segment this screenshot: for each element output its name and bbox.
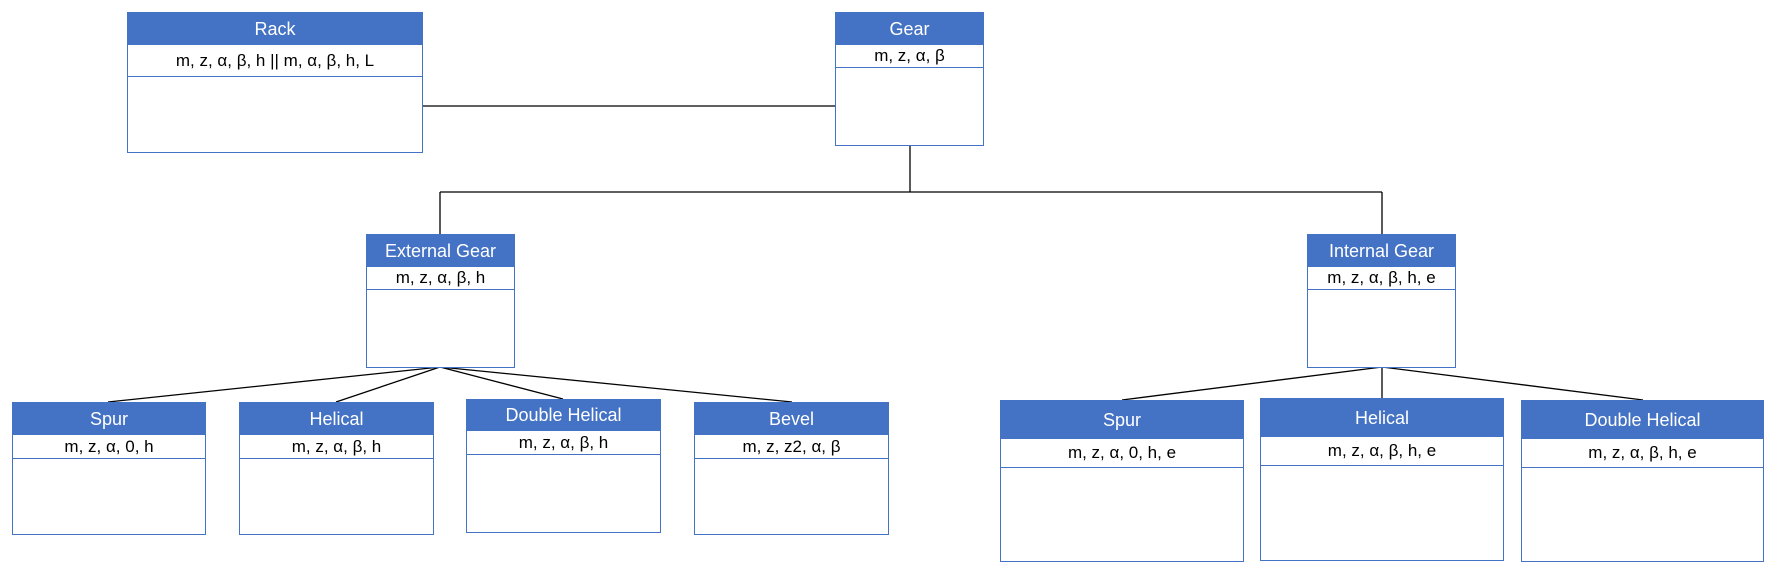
external-bevel-title: Bevel: [695, 403, 888, 435]
connector-external-helical: [335, 366, 441, 403]
internal-spur-title: Spur: [1001, 401, 1243, 439]
connector-internal-double-helical: [1381, 366, 1644, 401]
internal-double-helical-attributes: m, z, α, β, h, e: [1522, 439, 1763, 468]
external-helical-class-box: Helical m, z, α, β, h: [239, 402, 434, 535]
internal-spur-attributes: m, z, α, 0, h, e: [1001, 439, 1243, 468]
internal-spur-class-box: Spur m, z, α, 0, h, e: [1000, 400, 1244, 562]
internal-helical-title: Helical: [1261, 399, 1503, 437]
external-double-helical-class-box: Double Helical m, z, α, β, h: [466, 399, 661, 533]
internal-gear-attributes: m, z, α, β, h, e: [1308, 267, 1455, 290]
rack-attributes: m, z, α, β, h || m, α, β, h, L: [128, 45, 422, 77]
external-spur-class-box: Spur m, z, α, 0, h: [12, 402, 206, 535]
external-bevel-attributes: m, z, z2, α, β: [695, 435, 888, 459]
external-double-helical-title: Double Helical: [467, 400, 660, 431]
external-gear-title: External Gear: [367, 235, 514, 267]
internal-gear-class-box: Internal Gear m, z, α, β, h, e: [1307, 234, 1456, 368]
internal-helical-class-box: Helical m, z, α, β, h, e: [1260, 398, 1504, 561]
internal-helical-attributes: m, z, α, β, h, e: [1261, 437, 1503, 466]
gear-class-box: Gear m, z, α, β: [835, 12, 984, 146]
external-gear-attributes: m, z, α, β, h: [367, 267, 514, 290]
external-helical-attributes: m, z, α, β, h: [240, 435, 433, 459]
external-bevel-class-box: Bevel m, z, z2, α, β: [694, 402, 889, 535]
external-double-helical-attributes: m, z, α, β, h: [467, 431, 660, 455]
internal-double-helical-class-box: Double Helical m, z, α, β, h, e: [1521, 400, 1764, 562]
external-spur-attributes: m, z, α, 0, h: [13, 435, 205, 459]
gear-title: Gear: [836, 13, 983, 45]
rack-title: Rack: [128, 13, 422, 45]
gear-attributes: m, z, α, β: [836, 45, 983, 68]
rack-class-box: Rack m, z, α, β, h || m, α, β, h, L: [127, 12, 423, 153]
internal-double-helical-title: Double Helical: [1522, 401, 1763, 439]
external-spur-title: Spur: [13, 403, 205, 435]
internal-gear-title: Internal Gear: [1308, 235, 1455, 267]
external-gear-class-box: External Gear m, z, α, β, h: [366, 234, 515, 368]
connector-external-double-helical: [439, 366, 564, 400]
connector-external-spur: [107, 366, 441, 403]
connector-internal-spur: [1121, 366, 1383, 401]
connector-external-bevel: [439, 366, 793, 403]
external-helical-title: Helical: [240, 403, 433, 435]
